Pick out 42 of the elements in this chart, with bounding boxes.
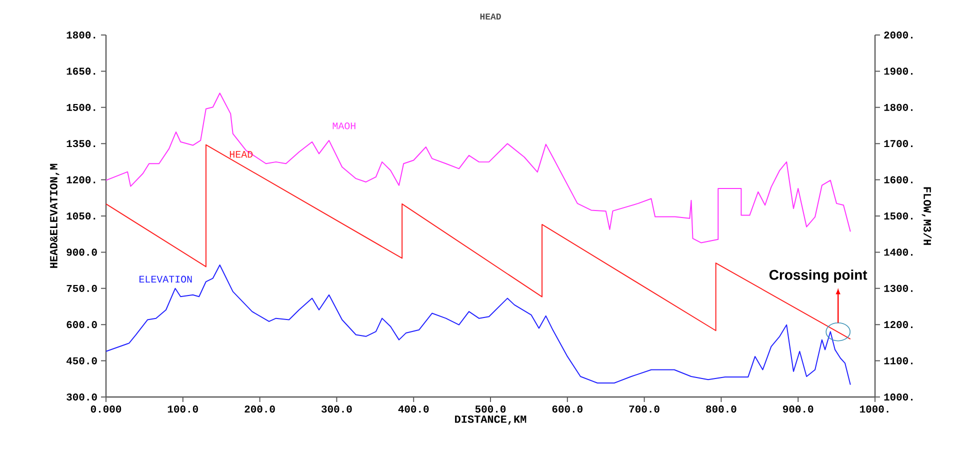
y2-tick-label: 1800. (884, 104, 912, 111)
series-label: ELEVATION (140, 276, 192, 283)
y2-tick-label: 1400. (884, 248, 912, 256)
y2-tick-label: 1000. (884, 393, 912, 401)
annotation: Crossing point (769, 270, 868, 283)
x-tick-label: 1000. (860, 406, 888, 413)
series-label: HEAD (230, 151, 253, 158)
x-tick-label: 600.0 (552, 406, 582, 413)
x-tick-label: 500.0 (475, 406, 506, 413)
x-tick-label: 300.0 (321, 406, 352, 413)
x-tick-label: 400.0 (398, 406, 429, 413)
y2-tick-label: 1600. (884, 176, 912, 184)
x-tick-label: 900.0 (782, 406, 814, 413)
y-tick-label: 1200. (66, 176, 96, 184)
y2-tick-label: 1300. (884, 284, 912, 292)
y2-tick-label: 1100. (884, 357, 912, 364)
y-axis-title: HEAD&ELEVATION,M (50, 164, 60, 268)
y-tick-label: 1500. (66, 104, 96, 111)
y2-tick-label: 1900. (884, 68, 912, 75)
y-tick-label: 750.0 (66, 284, 97, 292)
y2-tick-label: 1500. (884, 212, 912, 220)
y-tick-label: 1050. (66, 212, 96, 220)
x-tick-label: 100.0 (168, 406, 198, 413)
y2-tick-label: 1200. (884, 321, 912, 328)
y2-tick-label: 2000. (884, 31, 912, 39)
y-tick-label: 900.0 (66, 248, 97, 256)
line-series (106, 92, 851, 244)
x-tick-label: 200.0 (244, 406, 275, 413)
chart-title: HEAD (480, 14, 501, 20)
x-tick-label: 0.000 (90, 406, 122, 413)
y-tick-label: 600.0 (66, 321, 97, 328)
y2-tick-label: 1700. (884, 140, 912, 148)
series-label: MAOH (332, 122, 356, 130)
x-axis-title: DISTANCE,KM (455, 415, 526, 425)
y-tick-label: 450.0 (66, 357, 97, 364)
x-tick-label: 800.0 (706, 406, 736, 413)
y-tick-label: 1650. (66, 68, 96, 75)
y-tick-label: 300.0 (66, 393, 97, 401)
x-tick-label: 700.0 (629, 406, 660, 413)
y-tick-label: 1350. (66, 140, 96, 148)
y2-axis-title: FLOW,M3/H (922, 187, 932, 245)
y-tick-label: 1800. (66, 31, 96, 39)
